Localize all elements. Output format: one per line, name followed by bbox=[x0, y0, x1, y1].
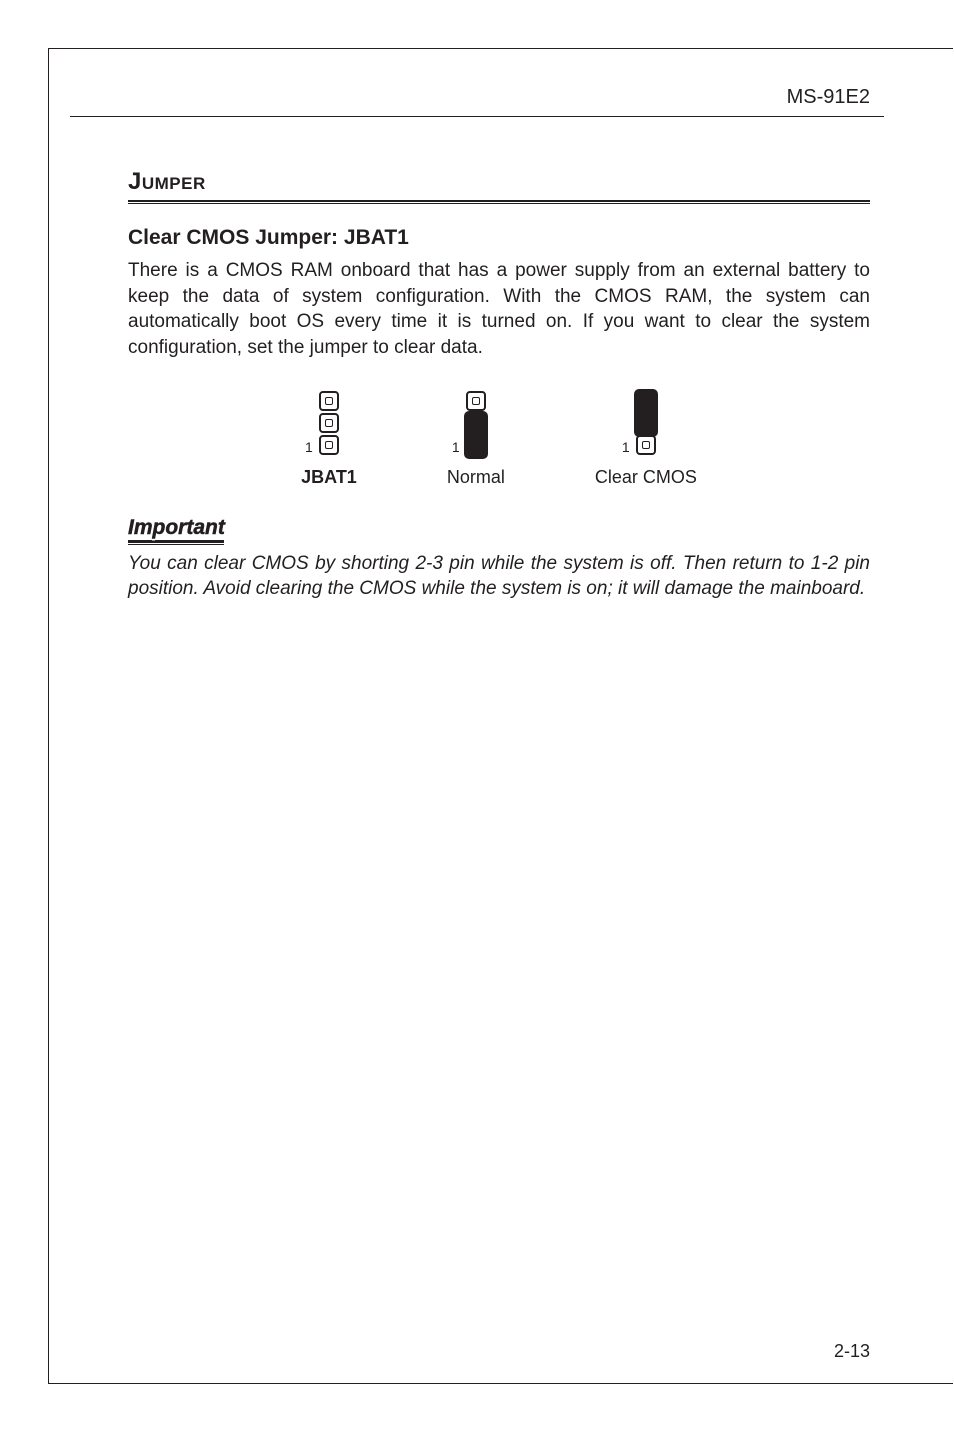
jumper-cap-icon bbox=[634, 389, 658, 437]
body-paragraph: There is a CMOS RAM onboard that has a p… bbox=[128, 258, 870, 361]
pin1-label: 1 bbox=[452, 439, 460, 455]
section-title: Jumper bbox=[128, 168, 870, 200]
important-block: Important You can clear CMOS by shorting… bbox=[128, 516, 870, 602]
pin-3 bbox=[319, 391, 339, 411]
header-rule bbox=[70, 116, 884, 117]
jumper-col-jbat1: 1 JBAT1 bbox=[301, 389, 357, 488]
section-rule-thin bbox=[128, 203, 870, 204]
pin1-label: 1 bbox=[305, 439, 313, 455]
subsection-title: Clear CMOS Jumper: JBAT1 bbox=[128, 226, 870, 250]
pin-stack: 1 bbox=[466, 389, 486, 457]
jumper-cap-icon bbox=[464, 411, 488, 459]
important-label: Important bbox=[128, 516, 225, 542]
jumper-caption: JBAT1 bbox=[301, 467, 357, 488]
page-number: 2-13 bbox=[834, 1341, 870, 1362]
jumper-diagram-row: 1 JBAT1 1 Normal bbox=[128, 389, 870, 488]
pin-stack: 1 bbox=[636, 389, 656, 457]
important-note: You can clear CMOS by shorting 2-3 pin w… bbox=[128, 551, 870, 602]
pin-1 bbox=[319, 435, 339, 455]
pin-2 bbox=[319, 413, 339, 433]
header-model: MS-91E2 bbox=[787, 86, 870, 109]
jumper-caption: Normal bbox=[447, 467, 505, 488]
important-rule-thin bbox=[128, 544, 224, 545]
pin-1 bbox=[636, 435, 656, 455]
pin1-label: 1 bbox=[622, 439, 630, 455]
section-rule-thick bbox=[128, 200, 870, 202]
content-area: Jumper Clear CMOS Jumper: JBAT1 There is… bbox=[128, 168, 870, 602]
pin-stack: 1 bbox=[319, 389, 339, 457]
pin-3 bbox=[466, 391, 486, 411]
jumper-col-normal: 1 Normal bbox=[447, 389, 505, 488]
jumper-col-clear: 1 Clear CMOS bbox=[595, 389, 697, 488]
jumper-caption: Clear CMOS bbox=[595, 467, 697, 488]
